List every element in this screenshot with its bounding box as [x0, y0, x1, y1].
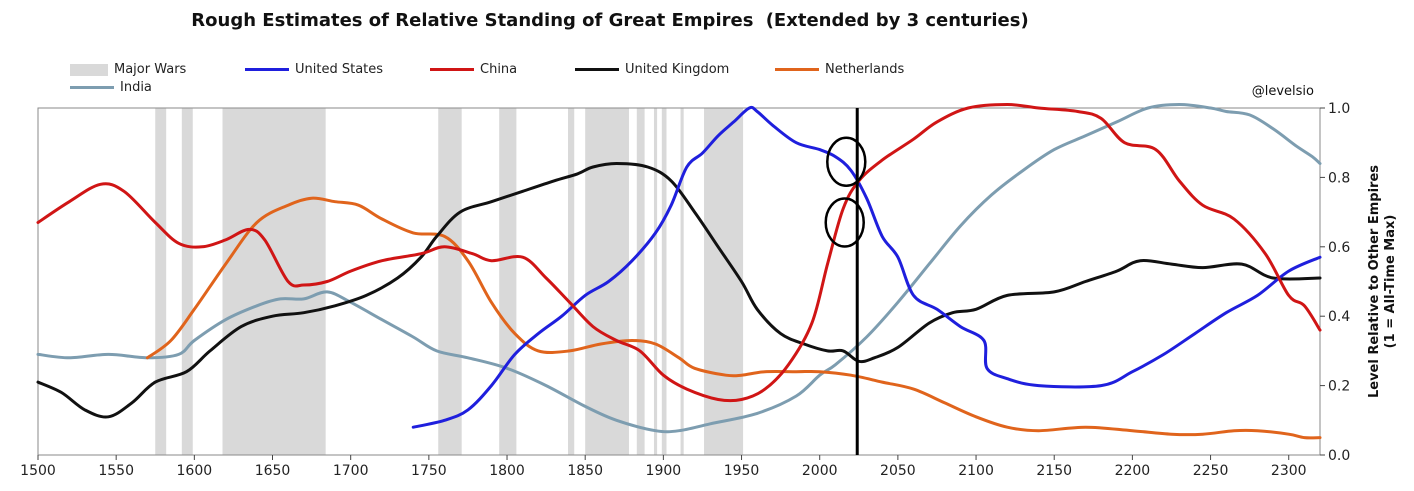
y-axis-label: Level Relative to Other Empires(1 = All-… [1367, 165, 1398, 398]
major-war-band-8 [653, 108, 658, 455]
legend-swatch-united-kingdom [575, 68, 619, 71]
series-line-india [36, 103, 1322, 434]
series-line-united-kingdom [36, 162, 1322, 419]
x-tick-label-1600: 1600 [177, 463, 213, 479]
series-line-united-states [411, 105, 1322, 429]
legend-item-netherlands: Netherlands [775, 62, 904, 77]
major-war-band-5 [567, 108, 575, 455]
legend-swatch-united-states [245, 68, 289, 71]
series-line-china [36, 103, 1322, 403]
x-tick-label-1900: 1900 [646, 463, 682, 479]
credit-label: @levelsio [1251, 84, 1314, 99]
x-tick-label-2100: 2100 [958, 463, 994, 479]
legend-swatch-major-wars [70, 63, 108, 76]
y-tick-label-0.8: 0.8 [1328, 170, 1350, 186]
x-tick-label-1750: 1750 [411, 463, 447, 479]
legend-item-china: China [430, 62, 517, 77]
legend-swatch-india [70, 86, 114, 89]
major-war-band-3 [438, 108, 462, 455]
y-tick-label-0.0: 0.0 [1328, 448, 1350, 464]
title-main: Rough Estimates of Relative Standing of … [191, 10, 754, 31]
x-tick-label-1700: 1700 [333, 463, 369, 479]
legend-swatch-china [430, 68, 474, 71]
x-tick-label-1850: 1850 [567, 463, 603, 479]
major-war-band-4 [499, 108, 517, 455]
major-war-band-2 [222, 108, 326, 455]
x-tick-label-2200: 2200 [1115, 463, 1151, 479]
circle-annotation-1 [824, 197, 865, 248]
x-tick-label-1800: 1800 [489, 463, 525, 479]
x-tick-label-2250: 2250 [1193, 463, 1229, 479]
y-tick-label-0.4: 0.4 [1328, 309, 1350, 325]
major-war-band-9 [661, 108, 667, 455]
y-tick-label-0.6: 0.6 [1328, 240, 1350, 256]
chart-title: Rough Estimates of Relative Standing of … [0, 10, 1220, 31]
y-axis-label-line-1: (1 = All-Time Max) [1383, 215, 1398, 349]
x-tick-label-1650: 1650 [255, 463, 291, 479]
x-tick-label-2000: 2000 [802, 463, 838, 479]
title-subtitle: (Extended by 3 centuries) [765, 10, 1029, 31]
legend-label-united-kingdom: United Kingdom [625, 62, 730, 77]
major-war-band-7 [636, 108, 645, 455]
legend-label-china: China [480, 62, 518, 77]
major-war-band-1 [181, 108, 193, 455]
legend-label-major-wars: Major Wars [114, 62, 187, 77]
plot-frame [37, 107, 1321, 456]
legend-item-india: India [70, 80, 152, 95]
y-axis-label-line-0: Level Relative to Other Empires [1367, 165, 1382, 398]
legend-item-united-kingdom: United Kingdom [575, 62, 729, 77]
x-tick-label-1950: 1950 [724, 463, 760, 479]
legend-label-india: India [120, 80, 152, 95]
legend-item-major-wars: Major Wars [70, 62, 186, 77]
y-tick-label-1.0: 1.0 [1328, 101, 1350, 117]
circle-annotation-0 [826, 136, 867, 188]
legend-label-netherlands: Netherlands [825, 62, 905, 77]
series-line-netherlands [145, 196, 1322, 440]
x-tick-label-1500: 1500 [20, 463, 56, 479]
x-tick-label-2300: 2300 [1271, 463, 1307, 479]
major-war-band-0 [155, 108, 167, 455]
major-war-band-10 [680, 108, 684, 455]
x-tick-label-1550: 1550 [98, 463, 134, 479]
legend-label-united-states: United States [295, 62, 384, 77]
legend-item-united-states: United States [245, 62, 383, 77]
x-tick-label-2150: 2150 [1036, 463, 1072, 479]
x-tick-label-2050: 2050 [880, 463, 916, 479]
y-tick-label-0.2: 0.2 [1328, 379, 1350, 395]
major-war-band-11 [704, 108, 744, 455]
legend-swatch-netherlands [775, 68, 819, 71]
